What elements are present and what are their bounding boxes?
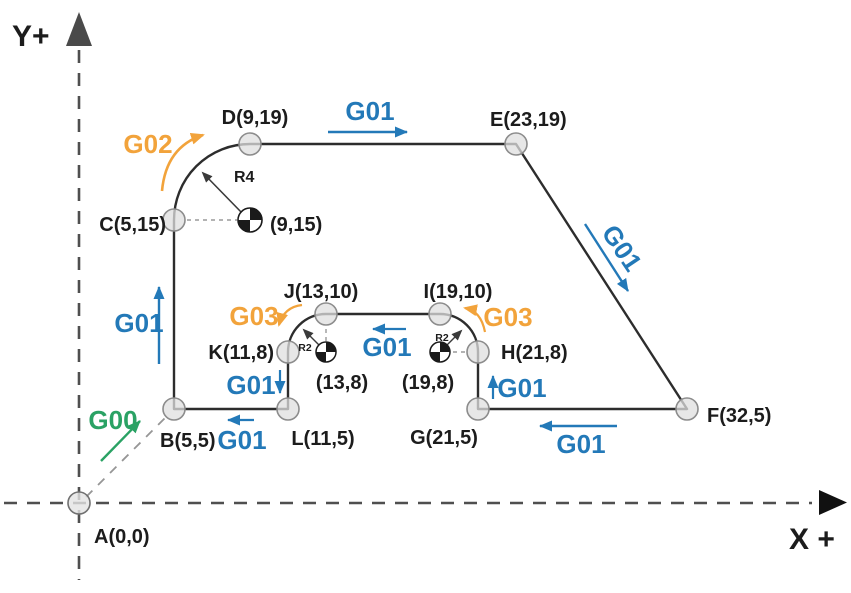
label-point-b: B(5,5): [160, 430, 216, 452]
gcode-label-g03-j-k: G03: [229, 301, 278, 331]
rapid-move-dashed-line: [85, 414, 169, 498]
node-B: [162, 397, 186, 421]
g00-arrow: [100, 420, 141, 462]
gcode-label-g01-k-l: G01: [226, 370, 275, 400]
node-L: [276, 397, 300, 421]
node-A: [67, 491, 91, 515]
x-axis-label: X +: [789, 523, 835, 556]
label-point-a: A(0,0): [94, 526, 150, 548]
r2-left-leader-arrow: [302, 328, 320, 346]
gcode-label-g01-l-b: G01: [217, 425, 266, 455]
gcode-label-g01-f-g: G01: [556, 429, 605, 459]
gcode-label-g01-g-h: G01: [497, 373, 546, 403]
node-F: [675, 397, 699, 421]
node-E: [504, 132, 528, 156]
label-radius-r2-left: R2: [298, 342, 312, 354]
label-center-13-8: (13,8): [316, 372, 368, 394]
x-axis-arrow-icon: [819, 490, 847, 515]
label-center-19-8: (19,8): [402, 372, 454, 394]
label-point-f: F(32,5): [707, 405, 771, 427]
g03-arc-arrow-j-to-k: [276, 303, 303, 327]
node-G: [466, 397, 490, 421]
r4-leader-arrow: [201, 171, 244, 215]
label-point-g: G(21,5): [410, 427, 478, 449]
gcode-label-g01-e-f: G01: [596, 219, 648, 277]
node-J: [314, 302, 338, 326]
r2-right-leader-arrow: [446, 329, 463, 346]
label-center-9-15: (9,15): [270, 214, 322, 236]
node-I: [428, 302, 452, 326]
label-point-e: E(23,19): [490, 109, 567, 131]
gcode-label-g01-b-c: G01: [114, 308, 163, 338]
label-point-i: I(19,10): [424, 281, 493, 303]
node-C: [162, 208, 186, 232]
gcode-label-g00-a-b: G00: [88, 405, 137, 435]
label-point-d: D(9,19): [222, 107, 289, 129]
gcode-label-g01-d-e: G01: [345, 96, 394, 126]
label-radius-r2-right: R2: [435, 332, 449, 344]
node-K: [276, 340, 300, 364]
label-radius-r4: R4: [234, 169, 255, 186]
y-axis-label: Y+: [12, 20, 50, 53]
label-point-j: J(13,10): [284, 281, 359, 303]
node-H: [466, 340, 490, 364]
arc-center-symbol-19-8: [429, 341, 451, 363]
label-point-h: H(21,8): [501, 342, 568, 364]
label-point-c: C(5,15): [99, 214, 166, 236]
node-D: [238, 132, 262, 156]
part-profile-path: [172, 142, 689, 411]
gcode-label-g01-i-j: G01: [362, 332, 411, 362]
arc-center-symbol-13-8: [315, 341, 337, 363]
gcode-label-g02-c-d: G02: [123, 129, 172, 159]
g01-arrow-e-to-f: [583, 223, 630, 292]
label-point-l: L(11,5): [291, 428, 354, 450]
g02-arc-arrow: [160, 133, 205, 192]
g03-arc-arrow-h-to-i: [463, 304, 487, 333]
label-point-k: K(11,8): [208, 342, 274, 364]
gcode-label-g03-h-i: G03: [483, 302, 532, 332]
y-axis-arrow-icon: [66, 12, 92, 46]
arc-center-symbol-9-15: [237, 207, 263, 233]
